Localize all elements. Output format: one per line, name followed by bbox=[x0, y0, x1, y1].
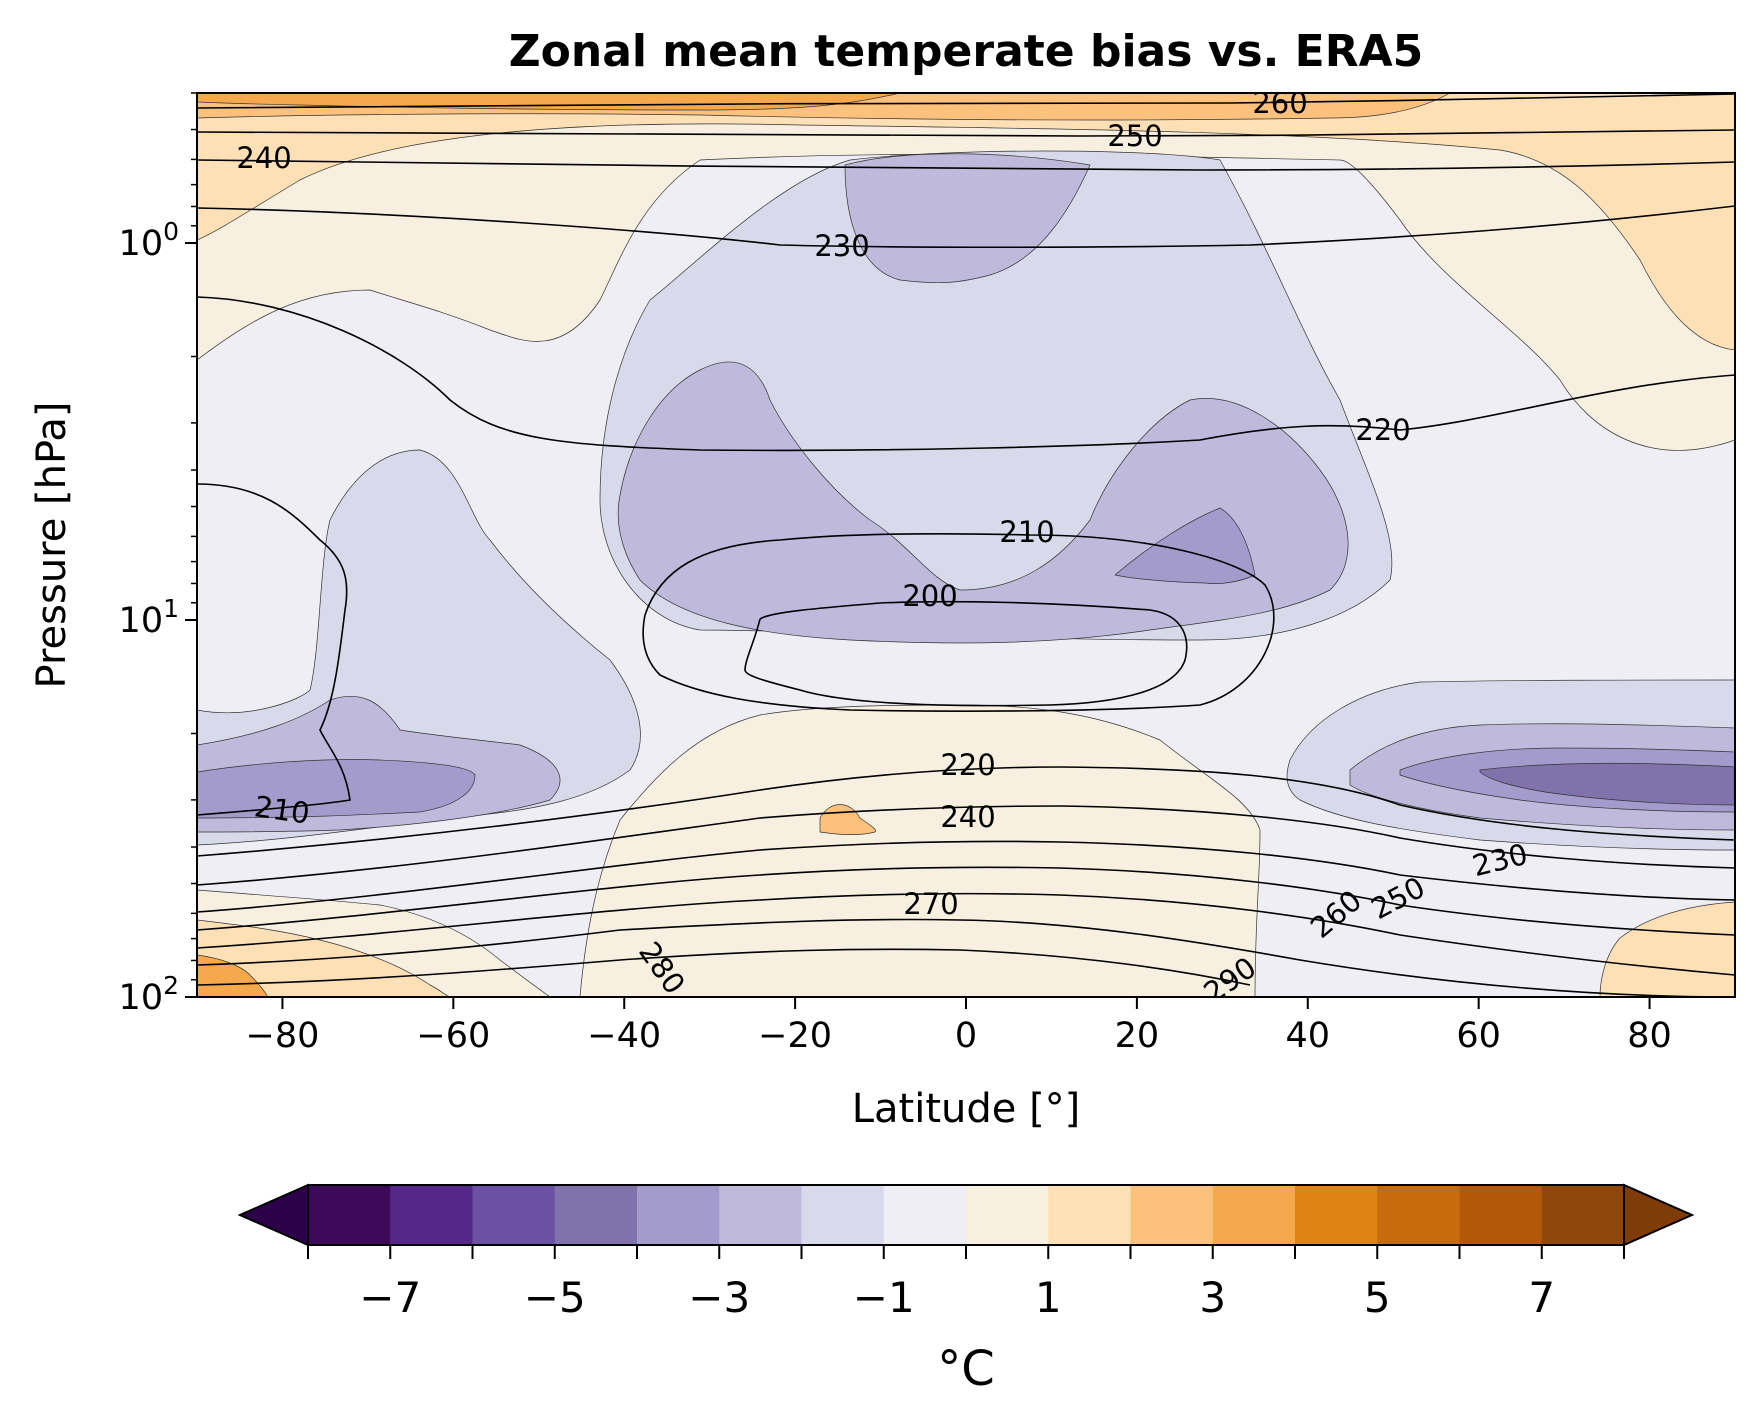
colorbar-tick-label: 7 bbox=[1528, 1273, 1555, 1322]
colorbar-segment bbox=[472, 1185, 556, 1245]
contour-label-220-upper: 220 bbox=[1355, 413, 1410, 447]
colorbar-tick-label: 5 bbox=[1364, 1273, 1391, 1322]
x-tick-label: −60 bbox=[416, 1016, 490, 1056]
y-tick-label: 101 bbox=[119, 594, 179, 641]
colorbar-segment bbox=[1130, 1185, 1214, 1245]
colorbar-segment bbox=[308, 1185, 391, 1245]
colorbar-segment bbox=[390, 1185, 474, 1245]
contour-label-210: 210 bbox=[999, 515, 1054, 549]
y-tick-label: 102 bbox=[119, 971, 179, 1018]
bias-region-warm-top bbox=[197, 93, 1735, 451]
colorbar-tick-label: −7 bbox=[359, 1273, 421, 1322]
contour-label-250: 250 bbox=[1107, 119, 1162, 153]
bias-region-warm-bottom-left-3 bbox=[197, 954, 269, 997]
x-tick-label: −40 bbox=[587, 1016, 661, 1056]
x-tick-label: 20 bbox=[1115, 1016, 1160, 1056]
x-tick-label: 0 bbox=[955, 1016, 977, 1056]
bias-region-cool-upper-2 bbox=[844, 153, 1091, 284]
x-tick-label: 80 bbox=[1627, 1016, 1672, 1056]
bias-region-cool-mid-2 bbox=[1114, 507, 1256, 584]
contour-label-230: 230 bbox=[814, 229, 869, 263]
bias-region-warm-top-4 bbox=[197, 93, 901, 111]
contour-label-240-top: 240 bbox=[236, 141, 291, 175]
colorbar-segment bbox=[1295, 1185, 1378, 1245]
colorbar-segment bbox=[966, 1185, 1049, 1245]
colorbar-extend-high bbox=[1623, 1183, 1695, 1247]
colorbar-segment bbox=[1212, 1185, 1296, 1245]
colorbar-segment bbox=[637, 1185, 720, 1245]
x-tick-label: −80 bbox=[246, 1016, 320, 1056]
contour-label-270: 270 bbox=[903, 887, 958, 921]
contour-label-220-lower: 220 bbox=[940, 748, 995, 782]
bias-region-warm-top-2 bbox=[197, 93, 1735, 351]
y-tick-label: 100 bbox=[119, 217, 179, 264]
colorbar-extend-low bbox=[237, 1183, 309, 1247]
contour-label-200: 200 bbox=[902, 579, 957, 613]
bias-region-cool-left-3 bbox=[197, 759, 476, 819]
bias-region-cool-right-4 bbox=[1479, 762, 1735, 806]
colorbar-segment bbox=[554, 1185, 638, 1245]
colorbar-segment bbox=[719, 1185, 803, 1245]
colorbar-segment bbox=[1048, 1185, 1132, 1245]
colorbar-tick-label: −1 bbox=[853, 1273, 915, 1322]
colorbar: −7 −5 −3 −1 1 3 5 7 bbox=[237, 1183, 1695, 1322]
x-axis: −80 −60 −40 −20 0 20 40 60 80 bbox=[246, 997, 1672, 1056]
colorbar-label: °C bbox=[937, 1341, 995, 1397]
colorbar-segment bbox=[883, 1185, 967, 1245]
colorbar-tick-label: 1 bbox=[1035, 1273, 1062, 1322]
x-tick-label: 60 bbox=[1456, 1016, 1501, 1056]
contour-label-260-top: 260 bbox=[1252, 86, 1307, 120]
y-axis: 100 101 102 bbox=[119, 92, 197, 1018]
temperature-contour-lines bbox=[197, 93, 1735, 997]
x-tick-label: 40 bbox=[1286, 1016, 1331, 1056]
chart-title: Zonal mean temperate bias vs. ERA5 bbox=[509, 26, 1424, 77]
colorbar-segment bbox=[1541, 1185, 1625, 1245]
colorbar-segment bbox=[1459, 1185, 1543, 1245]
colorbar-tick-label: 3 bbox=[1199, 1273, 1226, 1322]
contour-label-210-left: 210 bbox=[252, 789, 312, 830]
y-axis-label: Pressure [hPa] bbox=[29, 402, 75, 689]
colorbar-tick-label: −3 bbox=[688, 1273, 750, 1322]
x-tick-label: −20 bbox=[758, 1016, 832, 1056]
plot-area: 260 250 240 230 220 210 200 220 240 270 … bbox=[197, 86, 1735, 997]
colorbar-segment bbox=[801, 1185, 885, 1245]
colorbar-tick-label: −5 bbox=[524, 1273, 586, 1322]
colorbar-segment bbox=[1377, 1185, 1461, 1245]
contour-label-240-lower: 240 bbox=[940, 800, 995, 834]
x-axis-label: Latitude [°] bbox=[852, 1086, 1081, 1132]
